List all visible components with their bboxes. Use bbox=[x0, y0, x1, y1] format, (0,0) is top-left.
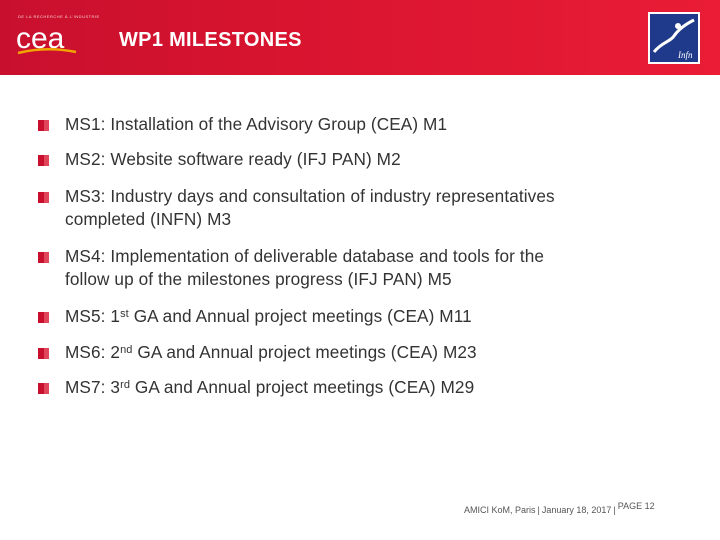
ordinal-suffix: nd bbox=[120, 344, 133, 356]
page-number: PAGE 12 bbox=[617, 501, 655, 511]
milestone-item: MS3: Industry days and consultation of i… bbox=[38, 185, 555, 231]
milestone-text-line1: MS4: Implementation of deliverable datab… bbox=[65, 246, 545, 266]
footer-event: AMICI KoM, Paris bbox=[464, 505, 536, 515]
footer-separator: | bbox=[613, 505, 616, 515]
milestone-text-pre: MS6: 2 bbox=[65, 342, 121, 362]
milestone-text-post: GA and Annual project meetings (CEA) M29 bbox=[130, 377, 475, 397]
slide-header: DE LA RECHERCHE À L'INDUSTRIE cea WP1 MI… bbox=[0, 0, 720, 75]
milestone-text-pre: MS7: 3 bbox=[65, 377, 121, 397]
bullet-square-icon bbox=[38, 312, 49, 323]
infn-wordmark: Infn bbox=[677, 50, 693, 60]
bullet-square-icon bbox=[38, 252, 49, 263]
milestone-item: MS1: Installation of the Advisory Group … bbox=[38, 113, 447, 136]
milestone-text: MS2: Website software ready (IFJ PAN) M2 bbox=[65, 149, 401, 169]
footer-separator: | bbox=[537, 505, 540, 515]
milestone-text-line2: follow up of the milestones progress (IF… bbox=[65, 269, 452, 289]
milestone-item: MS7: 3rd GA and Annual project meetings … bbox=[38, 376, 474, 399]
page-title: WP1 MILESTONES bbox=[119, 29, 302, 51]
infn-logo: Infn bbox=[648, 12, 700, 64]
bullet-square-icon bbox=[38, 192, 49, 203]
milestone-item: MS6: 2nd GA and Annual project meetings … bbox=[38, 341, 477, 364]
milestone-text-line2: completed (INFN) M3 bbox=[65, 209, 232, 229]
bullet-square-icon bbox=[38, 348, 49, 359]
ordinal-suffix: rd bbox=[120, 379, 131, 391]
milestone-text-post: GA and Annual project meetings (CEA) M11 bbox=[128, 306, 472, 326]
milestone-item: MS2: Website software ready (IFJ PAN) M2 bbox=[38, 148, 401, 171]
bullet-square-icon bbox=[38, 120, 49, 131]
bullet-square-icon bbox=[38, 155, 49, 166]
cea-logo: cea bbox=[16, 22, 77, 55]
bullet-square-icon bbox=[38, 383, 49, 394]
milestone-text-line1: MS3: Industry days and consultation of i… bbox=[65, 186, 555, 206]
ordinal-suffix: st bbox=[120, 308, 129, 320]
milestone-text-post: GA and Annual project meetings (CEA) M23 bbox=[132, 342, 477, 362]
slide-footer: AMICI KoM, Paris | January 18, 2017 | PAGE 1… bbox=[464, 501, 655, 515]
milestone-text: MS1: Installation of the Advisory Group … bbox=[65, 114, 448, 134]
milestone-text-pre: MS5: 1 bbox=[65, 306, 121, 326]
footer-date: January 18, 2017 bbox=[541, 505, 612, 515]
milestone-item: MS4: Implementation of deliverable datab… bbox=[38, 245, 544, 291]
cea-tagline: DE LA RECHERCHE À L'INDUSTRIE bbox=[18, 14, 100, 19]
milestone-item: MS5: 1st GA and Annual project meetings … bbox=[38, 305, 472, 328]
